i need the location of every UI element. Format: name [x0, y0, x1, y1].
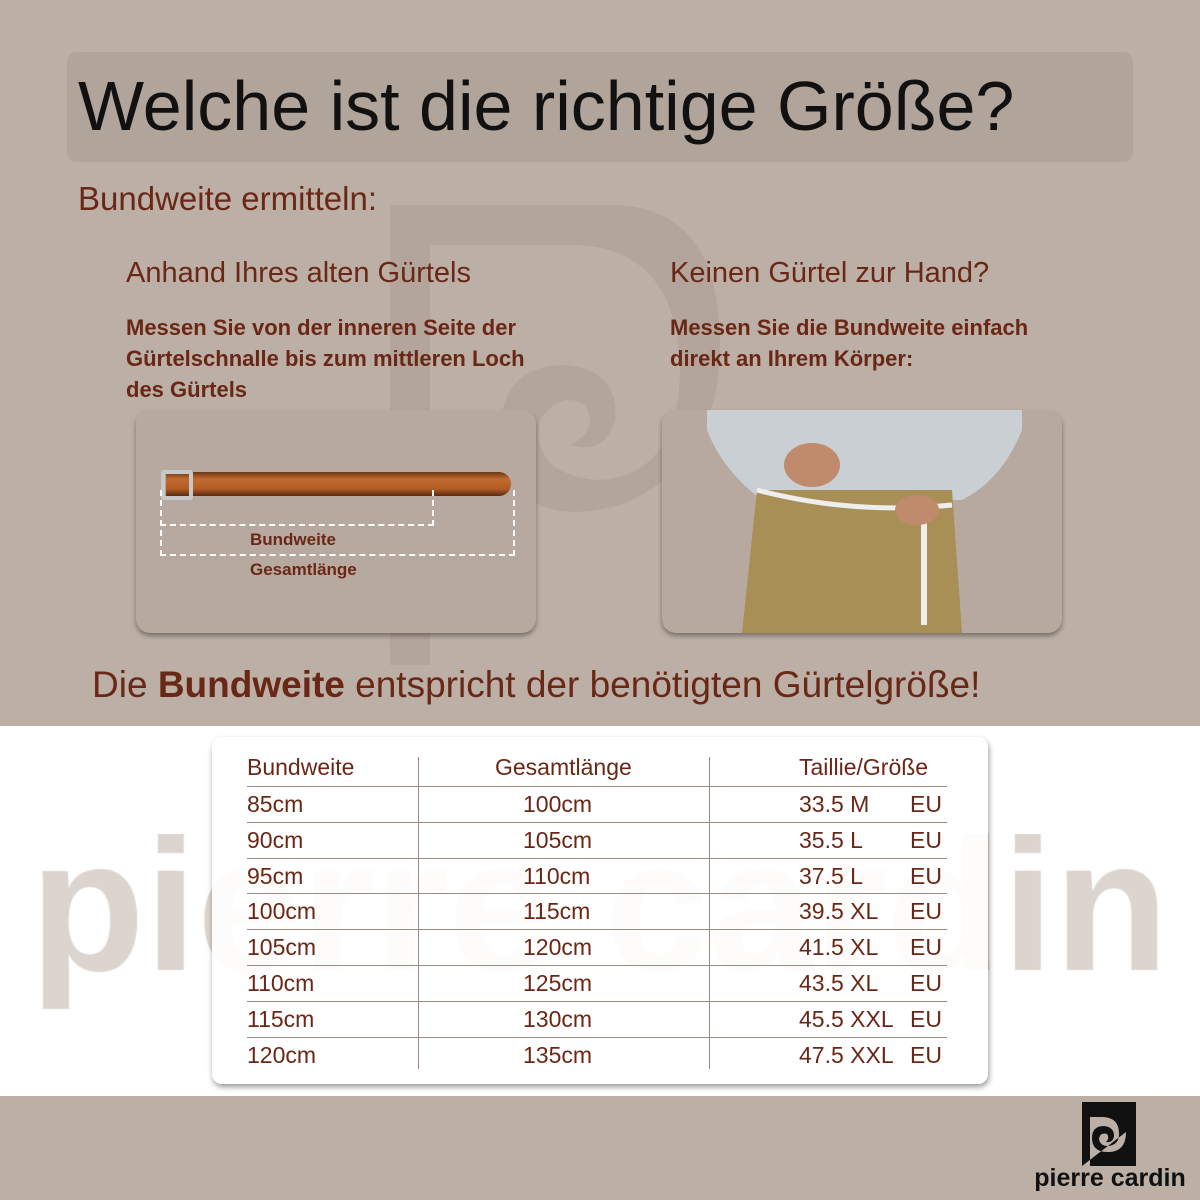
- row-divider: [247, 821, 947, 823]
- table-cell: EU: [910, 791, 942, 817]
- header-gesamtlaenge: Gesamtlänge: [495, 754, 632, 780]
- belt-diagram-panel: Bundweite Gesamtlänge: [136, 410, 536, 633]
- table-cell: 105cm: [247, 934, 317, 961]
- table-cell: 95cm: [247, 862, 304, 889]
- table-cell: 100cm: [247, 898, 317, 925]
- logo-p-icon: [1082, 1102, 1136, 1166]
- column-divider: [709, 757, 710, 1069]
- table-cell: 85cm: [247, 791, 304, 817]
- table-cell: 39.5 XL: [799, 898, 879, 925]
- row-divider: [247, 965, 947, 966]
- table-cell: 110cm: [523, 862, 591, 889]
- table-cell: EU: [910, 898, 942, 925]
- conclusion-pre: Die: [92, 664, 158, 705]
- table-cell: 37.5 L: [799, 862, 863, 889]
- table-cell: 115cm: [523, 898, 591, 925]
- header-bundweite: Bundweite: [247, 754, 355, 780]
- conclusion-post: entspricht der benötigten Gürtelgröße!: [344, 664, 981, 705]
- left-instructions: Messen Sie von der inneren Seite der Gür…: [126, 312, 525, 405]
- pierre-cardin-logo: pierre cardin: [1030, 1100, 1190, 1196]
- table-cell: EU: [910, 934, 942, 961]
- table-cell: 125cm: [523, 970, 593, 996]
- row-divider: [247, 1036, 947, 1038]
- total-measure-line: [160, 490, 515, 556]
- table-cell: 45.5 XXL: [799, 1005, 894, 1032]
- table-cell: 120cm: [523, 934, 593, 961]
- table-cell: EU: [910, 1041, 942, 1068]
- left-heading: Anhand Ihres alten Gürtels: [126, 257, 471, 289]
- table-cell: 110cm: [247, 970, 315, 996]
- table-cell: 33.5 M: [799, 791, 870, 817]
- table-cell: 105cm: [523, 826, 593, 853]
- table-cell: 43.5 XL: [799, 970, 879, 996]
- column-divider: [418, 757, 419, 1069]
- table-cell: EU: [910, 1005, 942, 1032]
- table-cell: 35.5 L: [799, 826, 863, 853]
- table-cell: 120cm: [247, 1041, 317, 1068]
- table-cell: 135cm: [523, 1041, 593, 1068]
- row-divider: [247, 786, 947, 787]
- table-cell: 47.5 XXL: [799, 1041, 894, 1068]
- conclusion-text: Die Bundweite entspricht der benötigten …: [92, 664, 980, 706]
- text-line: des Gürtels: [126, 377, 248, 402]
- table-cell: EU: [910, 862, 942, 889]
- right-heading: Keinen Gürtel zur Hand?: [670, 257, 990, 289]
- man-measuring-waist-photo: [707, 410, 1022, 633]
- table-cell: 115cm: [247, 1005, 315, 1032]
- title-bar: [67, 52, 1133, 162]
- row-divider: [247, 857, 947, 859]
- body-measure-photo-panel: [662, 410, 1062, 633]
- table-cell: 100cm: [523, 791, 593, 817]
- text-line: Messen Sie die Bundweite einfach: [670, 315, 1029, 340]
- belt-image: [166, 472, 511, 496]
- table-cell: 41.5 XL: [799, 934, 879, 961]
- text-line: direkt an Ihrem Körper:: [670, 346, 914, 371]
- text-line: Messen Sie von der inneren Seite der: [126, 315, 517, 340]
- row-divider: [247, 893, 947, 895]
- row-divider: [247, 1000, 947, 1002]
- right-instructions: Messen Sie die Bundweite einfach direkt …: [670, 312, 1028, 374]
- row-divider: [247, 929, 947, 931]
- header-taille: Taillie/Größe: [799, 754, 929, 780]
- logo-text: pierre cardin: [1034, 1164, 1186, 1192]
- table-cell: 130cm: [523, 1005, 593, 1032]
- table-cell: EU: [910, 970, 942, 996]
- label-waist: Bundweite: [250, 530, 336, 549]
- table-cell: EU: [910, 826, 942, 853]
- size-table: [212, 737, 988, 1084]
- text-line: Gürtelschnalle bis zum mittleren Loch: [126, 346, 525, 371]
- page-title: Welche ist die richtige Größe?: [78, 67, 1015, 145]
- label-total: Gesamtlänge: [250, 560, 357, 579]
- table-cell: 90cm: [247, 826, 304, 853]
- footer-band: [0, 1096, 1200, 1200]
- buckle-image: [161, 470, 193, 500]
- section-heading: Bundweite ermitteln:: [78, 180, 377, 217]
- conclusion-bold: Bundweite: [157, 664, 345, 705]
